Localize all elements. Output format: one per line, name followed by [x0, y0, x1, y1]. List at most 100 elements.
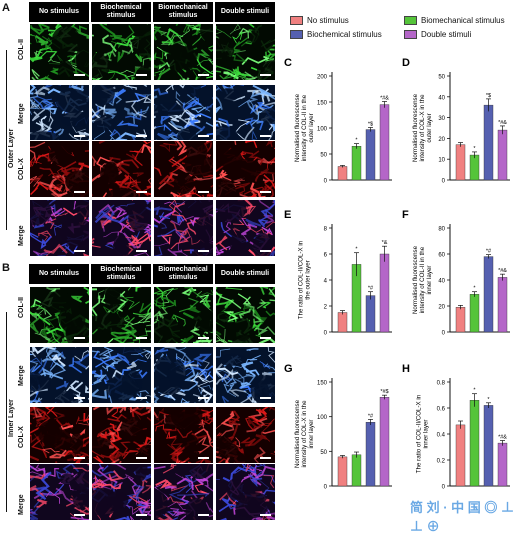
significance-label: *#& — [498, 435, 507, 441]
y-tick-label: 150 — [317, 101, 328, 107]
chart-f-ylabel: Normalised fluorescenseintensity of COL-… — [412, 245, 433, 314]
panel-b-side-bracket — [6, 312, 7, 512]
y-tick-label: 0 — [324, 331, 328, 337]
y-tick-label: 8 — [324, 227, 328, 233]
scale-bar — [136, 514, 147, 516]
significance-label: *$ — [486, 93, 491, 99]
y-tick-label: 0.6 — [437, 407, 446, 413]
legend-swatch-no — [290, 16, 303, 25]
y-tick-label: 10 — [438, 158, 445, 164]
chart-e-letter: E — [284, 209, 291, 221]
scale-bar — [198, 514, 209, 516]
chart-g: G 0 50 100 150 Normalised fluorescenseintensi… — [284, 363, 392, 491]
scale-bar — [136, 74, 147, 76]
legend-no-stimulus: No stimulus — [290, 16, 349, 25]
scale-bar — [198, 250, 209, 252]
panel-a-image-r4-c3 — [153, 199, 214, 257]
panel-b-col-head-1: No stimulus — [29, 264, 89, 284]
panel-b-image-r1-c2 — [91, 286, 152, 344]
bar — [337, 312, 348, 333]
scale-bar — [260, 135, 271, 137]
legend-label-double: Double stimuli — [421, 30, 472, 39]
y-tick-label: 0 — [324, 485, 328, 491]
significance-label: * — [473, 388, 476, 394]
panel-b-image-r1-c3 — [153, 286, 214, 344]
legend-biochemical: Biomechanical stimulus — [404, 16, 505, 25]
significance-label: * — [473, 286, 476, 292]
panel-a-col-head-3: Biomechanical stimulus — [153, 2, 213, 22]
panel-b-image-r2-c3 — [153, 346, 214, 404]
scale-bar — [260, 457, 271, 459]
scale-bar — [74, 514, 85, 516]
panel-a-image-r1-c4 — [215, 23, 276, 81]
panel-b-image-r1-c4 — [215, 286, 276, 344]
panel-b-row-label-3: COL-X — [18, 426, 25, 448]
bar — [497, 129, 508, 181]
chart-d-letter: D — [402, 57, 410, 69]
y-tick-label: 2 — [324, 305, 328, 311]
bar — [469, 400, 480, 487]
chart-h-ylabel: The ratio of COL-II/COL-X ininner layer — [415, 394, 429, 473]
chart-f-letter: F — [402, 209, 409, 221]
scale-bar — [198, 191, 209, 193]
bar — [497, 277, 508, 333]
y-tick-label: 0.8 — [437, 381, 446, 387]
y-tick-label: 50 — [438, 75, 445, 81]
chart-h-letter: H — [402, 363, 410, 375]
bar — [365, 295, 376, 333]
legend-label-no: No stimulus — [307, 16, 349, 25]
panel-b-col-head-2: Biochemical stimulus — [91, 264, 151, 284]
bar — [455, 144, 466, 181]
y-tick-label: 60 — [438, 253, 445, 259]
bar — [351, 145, 362, 181]
bar — [455, 307, 466, 333]
scale-bar — [260, 337, 271, 339]
y-tick-label: 0.4 — [437, 433, 446, 439]
bar — [365, 422, 376, 487]
watermark: 简 刘 · 中 国 ◎ ⊥ ⊥ ⊕ — [410, 500, 515, 534]
bar — [483, 405, 494, 487]
legend-label-bio: Biomechanical stimulus — [421, 16, 505, 25]
significance-label: * — [487, 397, 490, 403]
panel-b-image-r2-c1 — [29, 346, 90, 404]
scale-bar — [260, 74, 271, 76]
significance-label: * — [355, 138, 358, 144]
significance-label: *$ — [368, 121, 373, 127]
bar — [469, 154, 480, 181]
scale-bar — [198, 74, 209, 76]
panel-a-image-r1-c1 — [29, 23, 90, 81]
panel-b-row-label-1: COL-II — [18, 297, 25, 318]
panel-a-col-head-1: No stimulus — [29, 2, 89, 22]
significance-label: * — [355, 247, 358, 253]
panel-a-image-r4-c1 — [29, 199, 90, 257]
significance-label: *#& — [498, 268, 507, 274]
bar — [469, 294, 480, 333]
panel-b-row-label-2: Merge — [18, 365, 25, 386]
y-tick-label: 20 — [438, 305, 445, 311]
scale-bar — [74, 397, 85, 399]
y-tick-label: 30 — [438, 116, 445, 122]
bar — [483, 256, 494, 333]
panel-b-image-r2-c4 — [215, 346, 276, 404]
panel-a-side-bracket — [6, 50, 7, 230]
y-tick-label: 0 — [442, 331, 446, 337]
y-tick-label: 0.2 — [437, 459, 446, 465]
chart-e-ylabel: The ratio of COL-II/COL-X inthe outer la… — [297, 240, 311, 319]
panel-b-col-head-3: Biomechanical stimulus — [153, 264, 213, 284]
bar — [337, 456, 348, 487]
significance-label: *# — [368, 413, 374, 419]
significance-label: * — [473, 146, 476, 152]
y-tick-label: 6 — [324, 253, 328, 259]
panel-b-row-label-4: Merge — [18, 494, 25, 515]
panel-a-col-head-4: Double stimuli — [215, 2, 275, 22]
scale-bar — [198, 337, 209, 339]
panel-a-image-r3-c3 — [153, 140, 214, 198]
significance-label: *& — [382, 240, 388, 246]
bar — [455, 424, 466, 487]
scale-bar — [136, 135, 147, 137]
scale-bar — [136, 457, 147, 459]
chart-h: H 0 0.2 0.4 0.6 0.8 The ratio of COL-II/COL-X … — [402, 363, 510, 491]
legend-swatch-double — [404, 30, 417, 39]
y-tick-label: 100 — [317, 127, 328, 133]
panel-b-image-r3-c4 — [215, 406, 276, 464]
